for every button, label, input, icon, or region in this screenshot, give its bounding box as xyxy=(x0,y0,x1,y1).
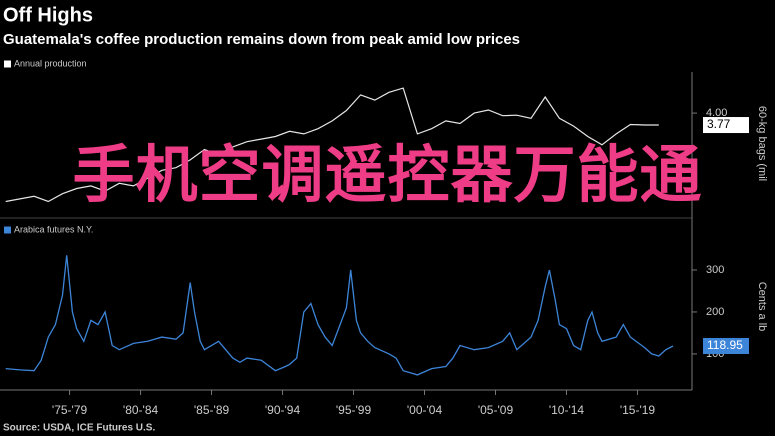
x-tick-label: '15-'19 xyxy=(620,403,656,417)
legend-swatch xyxy=(4,226,11,234)
y-tick-label: 4.00 xyxy=(706,107,727,119)
x-tick-label: '75-'79 xyxy=(52,403,88,417)
y-axis-title: Cents a lb xyxy=(756,282,768,332)
chart-title: Off Highs xyxy=(3,4,93,26)
legend-label: Annual production xyxy=(14,58,87,68)
y-tick-label: 200 xyxy=(706,306,724,318)
legend-label: Arabica futures N.Y. xyxy=(14,224,93,234)
y-axis-title: 60-kg bags (mil xyxy=(756,106,768,181)
source: Source: USDA, ICE Futures U.S. xyxy=(3,423,155,434)
x-tick-label: '05-'09 xyxy=(478,403,514,417)
value-label-box xyxy=(703,117,749,134)
value-label-box xyxy=(703,337,749,354)
legend-swatch xyxy=(4,60,11,68)
y-tick-label: 300 xyxy=(706,264,724,276)
x-tick-label: '10-'14 xyxy=(549,403,585,417)
x-tick-label: '00-'04 xyxy=(407,403,443,417)
line xyxy=(5,255,674,376)
x-tick-label: '80-'84 xyxy=(123,403,159,417)
value-label: 118.95 xyxy=(707,338,743,352)
x-tick-label: '85-'89 xyxy=(194,403,230,417)
overlay-text: 手机空调遥控器万能通 xyxy=(72,138,703,211)
value-label: 3.77 xyxy=(707,117,731,131)
line xyxy=(5,87,659,203)
chart-subtitle: Guatemala's coffee production remains do… xyxy=(3,31,520,48)
x-tick-label: '90-'94 xyxy=(265,403,301,417)
x-tick-label: '95-'99 xyxy=(336,403,372,417)
